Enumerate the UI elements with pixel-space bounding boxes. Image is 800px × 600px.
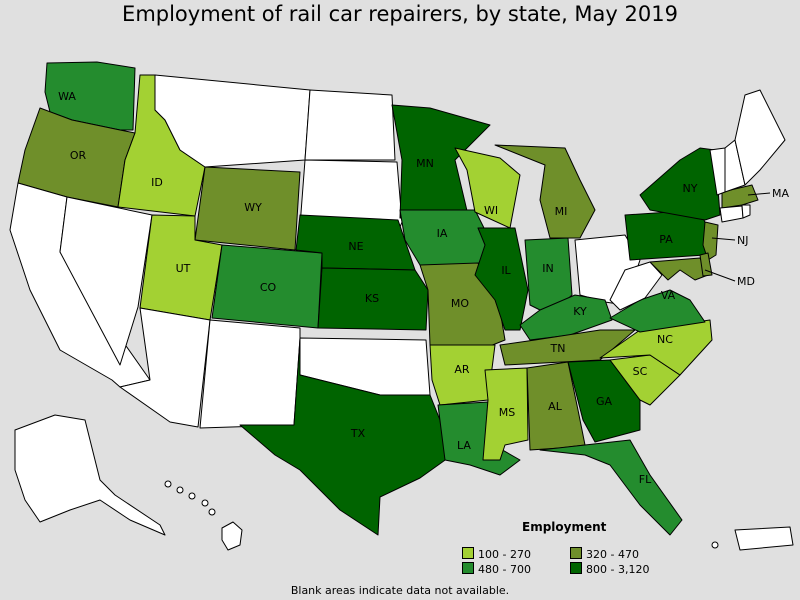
state-label-fl: FL — [639, 473, 652, 486]
state-label-ky: KY — [573, 305, 587, 318]
legend-item-3: 800 - 3,120 — [570, 562, 649, 576]
state-ny — [639, 147, 721, 221]
state-label-mo: MO — [451, 297, 469, 310]
state-label-mn: MN — [416, 157, 434, 170]
state-label-mi: MI — [555, 205, 568, 218]
state-label-la: LA — [457, 439, 471, 452]
state-ar — [429, 344, 496, 406]
state-label-ne: NE — [348, 240, 363, 253]
state-il — [474, 227, 529, 331]
state-mn — [391, 104, 491, 219]
callout-line-md — [704, 269, 736, 282]
legend-swatch-2 — [570, 547, 582, 559]
state-label-ia: IA — [437, 227, 448, 240]
callout-line-nj — [711, 237, 736, 241]
state-ak — [14, 414, 166, 536]
state-label-nc: NC — [657, 333, 673, 346]
legend-swatch-0 — [462, 547, 474, 559]
state-ky — [519, 294, 613, 341]
legend-swatch-3 — [570, 562, 582, 574]
state-label-wa: WA — [58, 90, 76, 103]
state-hi — [221, 521, 243, 551]
legend-label-2: 320 - 470 — [586, 548, 639, 561]
state-ri — [741, 204, 751, 219]
legend-item-2: 320 - 470 — [570, 547, 639, 561]
map-title: Employment of rail car repairers, by sta… — [122, 2, 678, 26]
state-mi — [494, 144, 596, 239]
state-label-sc: SC — [633, 365, 648, 378]
legend-label-3: 800 - 3,120 — [586, 563, 650, 576]
state-label-al: AL — [548, 400, 563, 413]
legend-swatch-1 — [462, 562, 474, 574]
legend-label-1: 480 - 700 — [478, 563, 531, 576]
data-note: Blank areas indicate data not available. — [290, 584, 510, 597]
state-label-ga: GA — [596, 395, 613, 408]
callout-line-ma — [747, 192, 771, 196]
island-mark — [176, 486, 184, 494]
state-label-ar: AR — [454, 363, 470, 376]
state-nj — [702, 221, 719, 261]
state-label-nj: NJ — [737, 234, 748, 247]
state-label-or: OR — [70, 149, 87, 162]
state-me — [734, 89, 786, 186]
state-ks — [317, 267, 429, 331]
state-label-co: CO — [260, 281, 277, 294]
state-label-ks: KS — [365, 292, 379, 305]
state-de — [699, 252, 713, 277]
state-tx — [239, 337, 449, 536]
state-label-tn: TN — [550, 342, 566, 355]
state-label-ny: NY — [683, 182, 698, 195]
island-mark — [188, 492, 196, 500]
state-label-pa: PA — [659, 233, 673, 246]
state-label-tx: TX — [350, 427, 366, 440]
state-nd — [304, 89, 396, 161]
legend-item-0: 100 - 270 — [462, 547, 531, 561]
island-mark — [208, 508, 216, 516]
state-wv — [609, 261, 663, 311]
legend-label-0: 100 - 270 — [478, 548, 531, 561]
state-pr — [734, 526, 794, 551]
island-mark — [711, 541, 719, 549]
state-label-md: MD — [737, 275, 755, 288]
state-label-in: IN — [542, 262, 553, 275]
legend-title: Employment — [522, 520, 607, 534]
state-label-wi: WI — [484, 204, 498, 217]
state-ct — [719, 205, 744, 223]
state-label-ms: MS — [499, 406, 515, 419]
state-label-wy: WY — [244, 201, 262, 214]
state-label-ma: MA — [772, 187, 789, 200]
state-nm — [199, 319, 301, 429]
state-nv — [59, 196, 153, 366]
island-mark — [201, 499, 209, 507]
state-wy — [194, 166, 301, 251]
state-label-ut: UT — [176, 262, 191, 275]
state-label-id: ID — [151, 176, 163, 189]
state-fl — [539, 439, 683, 536]
island-mark — [164, 480, 172, 488]
state-ma — [721, 184, 759, 209]
legend-item-1: 480 - 700 — [462, 562, 531, 576]
state-label-va: VA — [661, 289, 676, 302]
state-label-il: IL — [501, 264, 511, 277]
